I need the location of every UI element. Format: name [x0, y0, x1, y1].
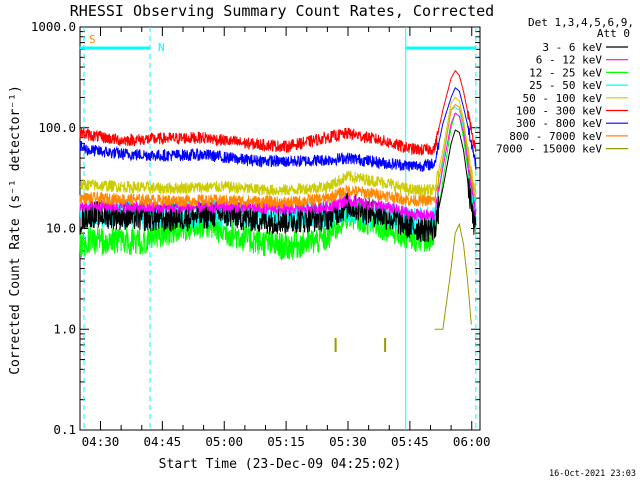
- legend-entry-label: 800 - 7000 keV: [509, 130, 602, 143]
- series-line-6_12keV: [79, 112, 477, 222]
- y-tick-label: 10.0: [46, 221, 76, 236]
- attenuator-flag-label: S: [89, 33, 96, 46]
- plot-area: 1000.0 100.0 10.0 1.0 0.1 04:30 04:45 05:00 05:1…: [31, 19, 491, 449]
- legend-header-detectors: Det 1,3,4,5,6,9,: [528, 16, 634, 29]
- x-tick-label: 05:00: [205, 434, 243, 449]
- night-flag-label: N: [158, 41, 165, 54]
- series-line-100_300keV: [79, 70, 477, 156]
- series-line-300_800keV: [79, 87, 477, 172]
- series-line-7000_15000keV: [434, 222, 472, 330]
- x-tick-label: 06:00: [453, 434, 491, 449]
- chart-title: RHESSI Observing Summary Count Rates, Co…: [70, 2, 494, 20]
- x-tick-label: 05:45: [391, 434, 429, 449]
- y-tick-label: 0.1: [53, 422, 76, 437]
- y-tick-label: 100.0: [38, 120, 76, 135]
- series-line-800_7000keV: [79, 103, 477, 210]
- x-axis-label: Start Time (23-Dec-09 04:25:02): [159, 457, 402, 472]
- y-tick-label: 1.0: [53, 321, 76, 336]
- legend-header-attenuator: Att 0: [597, 27, 630, 40]
- legend-entry-label: 6 - 12 keV: [536, 54, 603, 67]
- legend-entry-label: 100 - 300 keV: [516, 105, 602, 118]
- x-tick-label: 05:30: [329, 434, 367, 449]
- legend-entry-label: 12 - 25 keV: [529, 66, 602, 79]
- y-axis-label: Corrected Count Rate (s⁻¹ detector⁻¹): [8, 85, 23, 375]
- legend-entry-label: 3 - 6 keV: [542, 41, 602, 54]
- x-tick-label: 05:15: [267, 434, 305, 449]
- series-line-3_6keV: [79, 129, 477, 242]
- legend-entry-label: 25 - 50 keV: [529, 79, 602, 92]
- series-line-50_100keV: [79, 97, 477, 197]
- series-line-12_25keV: [79, 112, 477, 261]
- generation-timestamp: 16-Oct-2021 23:03: [549, 469, 636, 479]
- y-tick-label: 1000.0: [31, 19, 76, 34]
- x-tick-label: 04:30: [82, 434, 120, 449]
- legend-entry-label: 50 - 100 keV: [523, 92, 603, 105]
- y-axis-label-text: Corrected Count Rate (s⁻¹ detector⁻¹): [8, 85, 23, 375]
- legend-entry-label: 7000 - 15000 keV: [496, 143, 602, 156]
- x-tick-label: 04:45: [144, 434, 182, 449]
- legend-entry-label: 300 - 800 keV: [516, 117, 602, 130]
